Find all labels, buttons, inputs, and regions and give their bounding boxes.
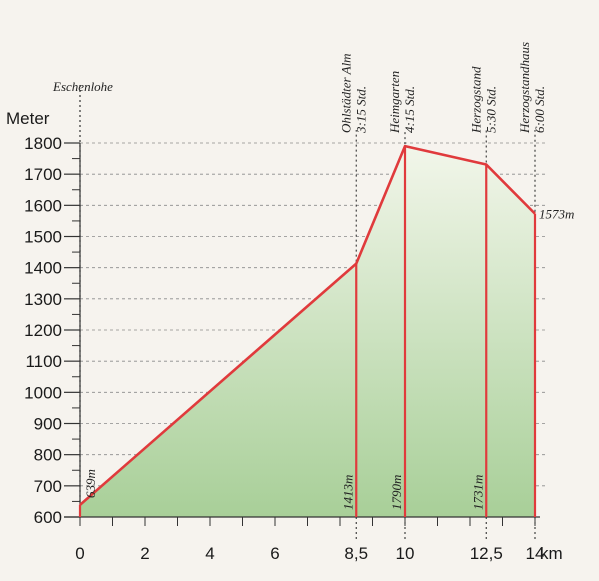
y-tick-label: 800 — [34, 446, 62, 465]
waypoint-elevation-label: 1573m — [539, 207, 574, 222]
waypoint-name: Heimgarten — [387, 71, 402, 134]
waypoint-name: Herzogstand — [468, 66, 483, 134]
waypoint-time: 4:15 Std. — [402, 86, 417, 133]
y-tick-label: 1000 — [24, 383, 62, 402]
elevation-fill — [80, 146, 535, 517]
waypoint-elevation-label: 1790m — [389, 475, 404, 510]
y-tick-label: 1400 — [24, 259, 62, 278]
y-tick-label: 1300 — [24, 290, 62, 309]
waypoint-name: Herzogstandhaus — [517, 42, 532, 134]
x-tick-label: 14 — [526, 544, 545, 563]
y-tick-label: 1500 — [24, 228, 62, 247]
waypoint-elevation-label: 1413m — [340, 475, 355, 510]
y-tick-label: 600 — [34, 508, 62, 527]
x-tick-label: 6 — [270, 544, 279, 563]
axes — [64, 83, 540, 539]
y-tick-label: 1700 — [24, 165, 62, 184]
x-tick-label: 0 — [75, 544, 84, 563]
x-tick-label: 12,5 — [470, 544, 503, 563]
start-label: Eschenlohe — [52, 79, 113, 94]
waypoint-time: 3:15 Std. — [353, 86, 368, 134]
x-tick-label: 10 — [396, 544, 415, 563]
y-tick-label: 900 — [34, 415, 62, 434]
x-tick-label: 2 — [140, 544, 149, 563]
y-tick-label: 1600 — [24, 196, 62, 215]
y-tick-label: 1200 — [24, 321, 62, 340]
y-tick-label: 700 — [34, 477, 62, 496]
waypoint-name: Ohlstädter Alm — [338, 53, 353, 133]
x-tick-label: 8,5 — [344, 544, 368, 563]
y-tick-label: 1800 — [24, 134, 62, 153]
waypoint-elevation-label: 1731m — [470, 475, 485, 510]
elevation-profile-line — [79, 144, 536, 506]
waypoint-time: 5:30 Std. — [483, 86, 498, 133]
start-elevation-label: 639m — [83, 469, 98, 498]
labels: 600 700 800 900 1000 1100 1200 1300 1400 1500 1600… — [6, 42, 574, 563]
x-unit-label: km — [540, 544, 563, 563]
y-axis-label: Meter — [6, 109, 50, 128]
elevation-line — [78, 144, 537, 517]
elevation-area — [80, 146, 535, 517]
y-tick-label: 1100 — [25, 352, 62, 371]
waypoint-time: 6:00 Std. — [532, 86, 547, 133]
x-tick-label: 4 — [205, 544, 214, 563]
